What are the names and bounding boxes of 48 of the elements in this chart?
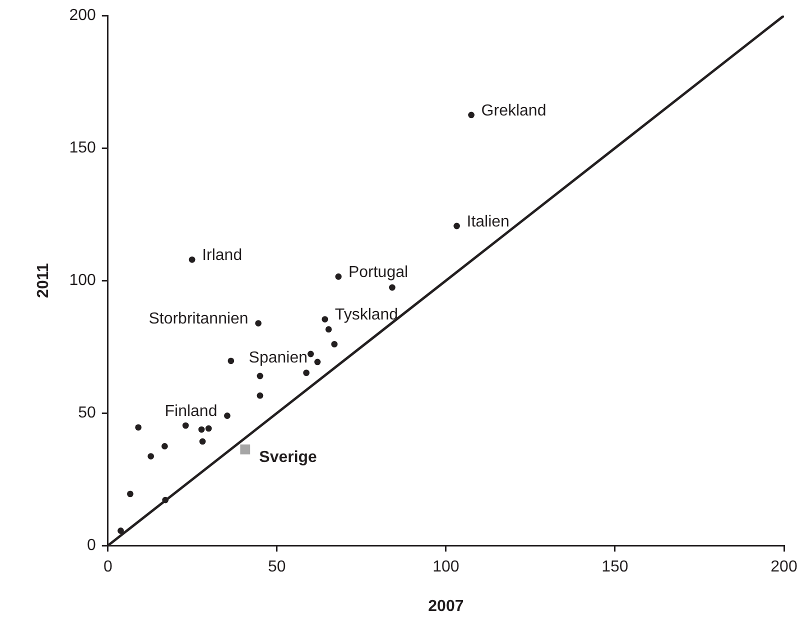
point (256, 372, 264, 380)
x-tick-label: 200 (770, 558, 798, 576)
point (199, 438, 206, 445)
y-axis-title: 2011 (35, 263, 52, 298)
point (162, 496, 169, 504)
annotation: Italien (466, 213, 510, 230)
y-tick-label: 100 (69, 272, 96, 290)
point (322, 316, 328, 322)
point (148, 453, 154, 460)
point (161, 443, 168, 450)
x-tick-label: 50 (268, 558, 286, 576)
series-label: Sverige (259, 448, 318, 466)
y-tick-label: 150 (69, 140, 96, 157)
annotation: Grekland (481, 102, 546, 120)
point (454, 222, 460, 230)
point (314, 358, 321, 366)
point (325, 326, 332, 333)
point (256, 392, 264, 399)
y-tick-label: 0 (86, 537, 96, 554)
annotation: Storbritannien (148, 310, 248, 328)
point (389, 284, 396, 291)
point (205, 425, 212, 432)
annotation: Spanien (248, 349, 308, 366)
x-tick-label: 150 (602, 558, 628, 576)
point (182, 422, 189, 429)
annotation: Portugal (348, 264, 408, 282)
point (224, 412, 230, 419)
point (255, 320, 262, 326)
point (308, 350, 314, 358)
point (331, 341, 338, 348)
x-axis-title: 2007 (428, 598, 464, 615)
point (335, 273, 342, 280)
point (198, 426, 205, 433)
x-tick-label: 100 (432, 558, 460, 576)
point (127, 490, 134, 498)
annotation: Finland (164, 403, 218, 420)
point (468, 112, 474, 118)
annotation: Irland (202, 247, 242, 264)
annotation: Tyskland (334, 306, 398, 324)
y-tick-label: 50 (78, 404, 96, 422)
point (118, 528, 124, 534)
point (228, 358, 234, 364)
x-tick-label: 0 (103, 558, 112, 576)
point (188, 256, 196, 263)
point (303, 370, 310, 376)
point (135, 424, 142, 431)
y-tick-label: 200 (69, 7, 96, 24)
point (240, 444, 250, 454)
